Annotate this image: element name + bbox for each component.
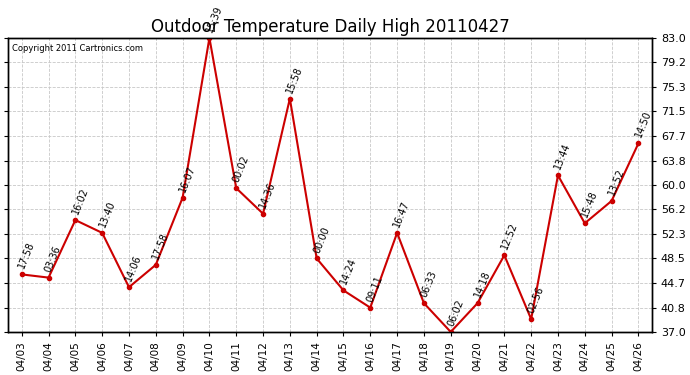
Text: 15:48: 15:48: [580, 189, 600, 219]
Text: 14:06: 14:06: [124, 254, 144, 283]
Text: 13:44: 13:44: [553, 142, 573, 171]
Text: 00:02: 00:02: [231, 154, 251, 184]
Text: 13:40: 13:40: [97, 199, 117, 229]
Text: 15:58: 15:58: [285, 65, 304, 94]
Text: 03:36: 03:36: [43, 244, 63, 273]
Text: 12:52: 12:52: [500, 221, 519, 251]
Text: 13:52: 13:52: [607, 167, 627, 197]
Text: 17:58: 17:58: [17, 240, 37, 270]
Text: 06:02: 06:02: [446, 298, 465, 328]
Text: 00:00: 00:00: [312, 225, 331, 254]
Text: 02:56: 02:56: [526, 285, 546, 315]
Text: 17:58: 17:58: [150, 231, 170, 261]
Text: Copyright 2011 Cartronics.com: Copyright 2011 Cartronics.com: [12, 44, 143, 53]
Text: 15:39: 15:39: [204, 4, 224, 34]
Text: 14:50: 14:50: [633, 110, 653, 139]
Text: 16:07: 16:07: [177, 164, 197, 194]
Text: 14:24: 14:24: [338, 256, 358, 286]
Title: Outdoor Temperature Daily High 20110427: Outdoor Temperature Daily High 20110427: [150, 18, 509, 36]
Text: 16:02: 16:02: [70, 186, 90, 216]
Text: 16:47: 16:47: [392, 199, 412, 229]
Text: 06:33: 06:33: [419, 270, 438, 299]
Text: 14:18: 14:18: [473, 270, 492, 299]
Text: 09:11: 09:11: [365, 274, 385, 303]
Text: 14:36: 14:36: [258, 180, 277, 210]
